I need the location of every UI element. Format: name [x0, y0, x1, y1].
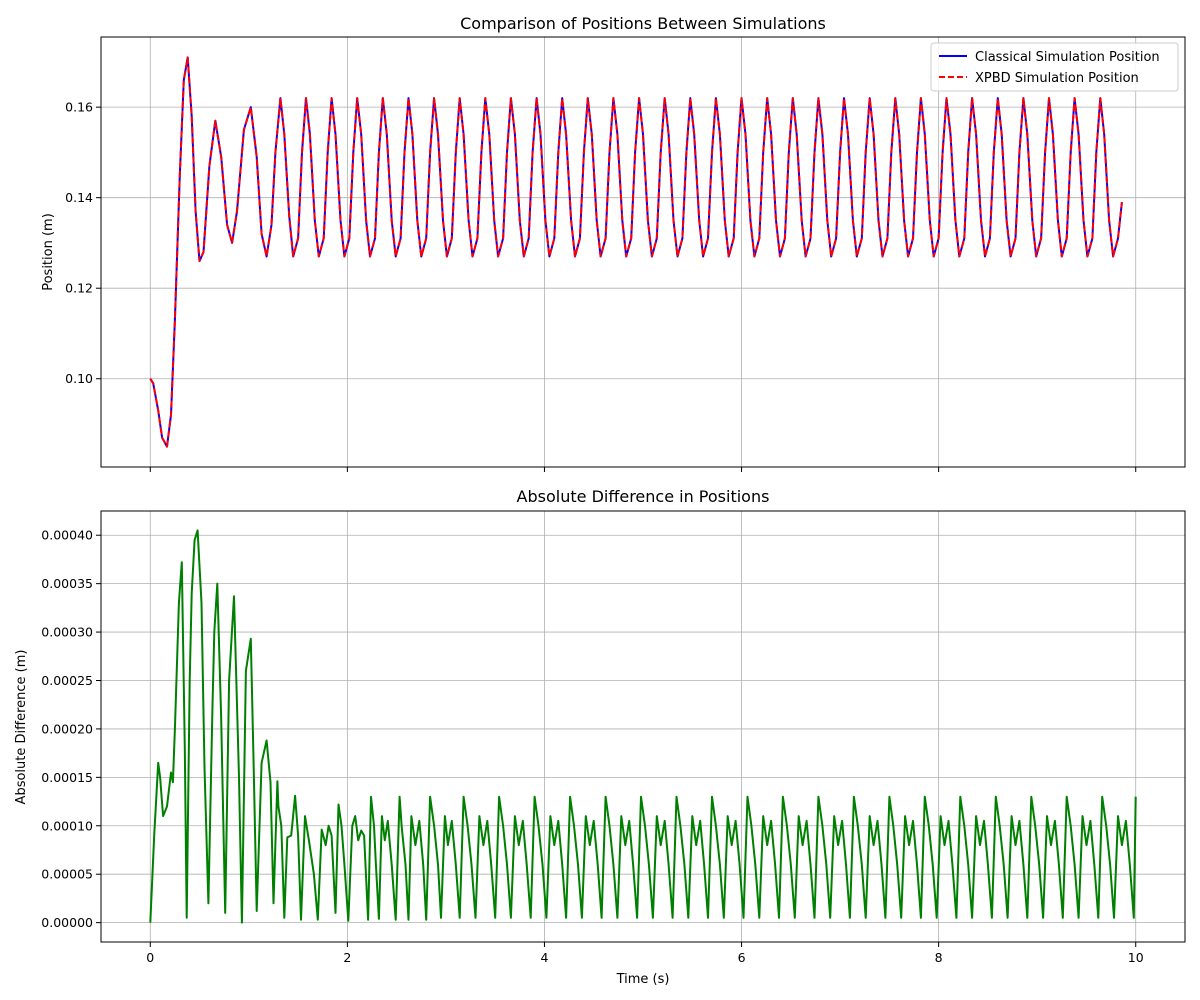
bottom-series-line-0: [149, 529, 1137, 924]
top-y-tick-label: 0.12: [65, 281, 93, 296]
bottom-x-tick-label: 10: [1128, 950, 1144, 965]
bottom-y-axis-label: Absolute Difference (m): [14, 650, 29, 805]
bottom-x-tick-label: 4: [540, 950, 548, 965]
bottom-y-tick-label: 0.00000: [41, 915, 93, 930]
bottom-axes-frame: [100, 510, 1186, 943]
bottom-series: [149, 529, 1137, 924]
position-comparison-panel: Comparison of Positions Between Simulati…: [41, 14, 1186, 472]
top-y-tick-label: 0.14: [65, 190, 93, 205]
bottom-x-tick-label: 6: [738, 950, 746, 965]
top-chart-title: Comparison of Positions Between Simulati…: [460, 14, 826, 33]
bottom-x-tick-label: 2: [343, 950, 351, 965]
bottom-y-tick-label: 0.00030: [41, 625, 93, 640]
absolute-difference-panel: Absolute Difference in Positions 0 2 4 6 8 10…: [14, 487, 1186, 987]
legend-box: [930, 42, 1179, 92]
top-y-tick-label: 0.16: [65, 100, 93, 115]
bottom-y-tick-label: 0.00025: [41, 673, 93, 688]
legend-label-xpbd: XPBD Simulation Position: [975, 71, 1139, 86]
top-axes-frame: [100, 36, 1186, 468]
bottom-y-tick-label: 0.00005: [41, 867, 93, 882]
bottom-y-tick-label: 0.00035: [41, 576, 93, 591]
top-series: [149, 56, 1123, 448]
top-y-tick-label: 0.10: [65, 371, 93, 386]
bottom-x-tick-label: 8: [935, 950, 943, 965]
top-series-line-1: [149, 56, 1123, 448]
bottom-y-tick-label: 0.00040: [41, 528, 93, 543]
bottom-chart-title: Absolute Difference in Positions: [517, 487, 770, 506]
legend: Classical Simulation Position XPBD Simul…: [930, 42, 1179, 92]
legend-label-classical: Classical Simulation Position: [975, 50, 1160, 65]
top-ticks: 0.10 0.12 0.14 0.16: [65, 100, 1137, 472]
bottom-x-tick-label: 0: [146, 950, 154, 965]
bottom-ticks: 0 2 4 6 8 10 0.00000 0.00005 0.00010 0.00015 0.000…: [41, 528, 1143, 965]
bottom-y-tick-label: 0.00015: [41, 770, 93, 785]
bottom-y-tick-label: 0.00010: [41, 818, 93, 833]
bottom-grid: [101, 511, 1185, 942]
bottom-y-tick-label: 0.00020: [41, 721, 93, 736]
bottom-x-axis-label: Time (s): [616, 972, 670, 987]
top-y-axis-label: Position (m): [41, 213, 56, 291]
